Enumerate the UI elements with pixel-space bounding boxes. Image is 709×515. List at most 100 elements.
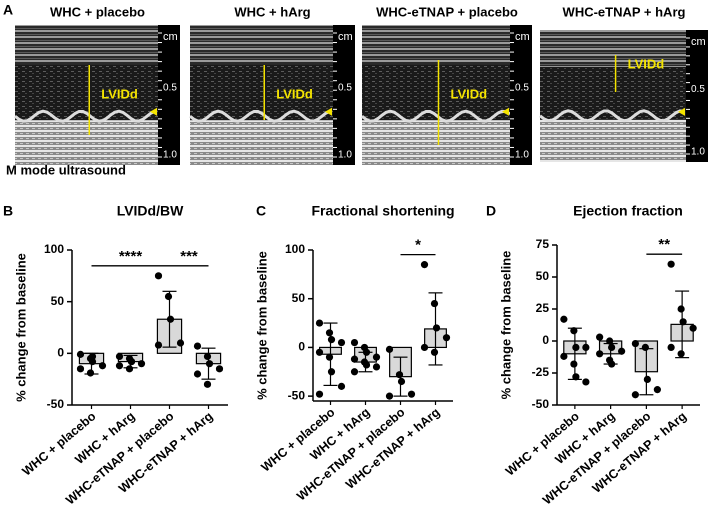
- scale-strip: [158, 25, 180, 165]
- data-point: [372, 353, 381, 361]
- data-point: [582, 378, 590, 386]
- data-point: [572, 343, 580, 351]
- panel-label: C: [256, 203, 266, 219]
- y-axis-label: % change from baseline: [13, 253, 28, 402]
- chart-title: Fractional shortening: [311, 203, 454, 219]
- data-point: [154, 341, 163, 349]
- scale-label: 1.0: [163, 150, 177, 161]
- y-tick-label: 50: [536, 269, 550, 283]
- scale-strip: [333, 25, 355, 165]
- data-point: [362, 361, 371, 369]
- marker: [678, 107, 685, 116]
- measure-label: LVIDd: [451, 86, 488, 101]
- scale-unit: cm: [515, 31, 530, 43]
- sig-label: ***: [180, 248, 198, 265]
- image-top: [540, 30, 686, 67]
- data-point: [679, 318, 687, 326]
- data-point: [560, 352, 568, 360]
- data-point: [315, 348, 324, 356]
- sig-label: ****: [119, 248, 143, 265]
- marker: [150, 107, 157, 116]
- data-point: [407, 390, 416, 398]
- data-point: [608, 343, 616, 351]
- data-point: [631, 339, 639, 348]
- data-point: [560, 315, 568, 323]
- data-point: [325, 329, 334, 337]
- data-point: [372, 363, 381, 371]
- image-title: WHC + hArg: [234, 4, 310, 19]
- data-point: [667, 260, 675, 268]
- scale-label: 0.5: [515, 83, 529, 94]
- data-point: [442, 334, 451, 342]
- data-point: [88, 352, 97, 361]
- data-point: [164, 292, 173, 301]
- y-axis-label: % change from baseline: [498, 251, 513, 400]
- data-point: [430, 299, 439, 308]
- y-tick-label: 50: [51, 294, 65, 308]
- y-tick-label: -25: [532, 365, 550, 379]
- data-point: [98, 362, 107, 370]
- chart-title: LVIDd/BW: [117, 203, 184, 219]
- y-tick-label: -50: [532, 397, 550, 411]
- y-tick-label: 100: [285, 242, 305, 256]
- data-point: [395, 371, 404, 379]
- data-point: [205, 360, 214, 368]
- data-point: [350, 338, 359, 347]
- image-top: [362, 25, 510, 65]
- scale-label: 0.5: [338, 83, 352, 94]
- panel-label: B: [3, 203, 13, 219]
- scale-unit: cm: [163, 31, 178, 43]
- sig-label: **: [658, 236, 670, 253]
- data-point: [154, 272, 163, 280]
- data-point: [88, 358, 97, 366]
- data-point: [337, 338, 346, 347]
- data-point: [325, 353, 334, 361]
- image-bottom: [540, 119, 686, 162]
- data-point: [420, 261, 429, 269]
- data-point: [76, 350, 85, 358]
- scale-strip: [686, 30, 708, 162]
- image-top: [15, 25, 158, 65]
- data-point: [115, 352, 124, 361]
- scale-strip: [510, 25, 532, 165]
- sig-label: *: [415, 237, 421, 254]
- panel-label: A: [3, 2, 13, 18]
- image-wave: [14, 109, 156, 123]
- y-tick-label: 75: [536, 237, 550, 251]
- y-tick-label: 50: [292, 291, 306, 305]
- y-tick-label: 0: [298, 340, 305, 354]
- image-wave: [539, 109, 685, 123]
- data-point: [315, 319, 324, 327]
- data-point: [397, 377, 406, 386]
- y-tick-label: 25: [536, 301, 550, 315]
- data-point: [385, 345, 394, 353]
- data-point: [350, 355, 359, 363]
- data-point: [667, 343, 675, 351]
- data-point: [631, 391, 639, 399]
- data-point: [596, 350, 604, 358]
- data-point: [203, 380, 212, 388]
- image-title: WHC + placebo: [50, 4, 145, 19]
- data-point: [643, 375, 651, 383]
- image-bottom: [362, 120, 510, 165]
- data-point: [125, 365, 134, 373]
- data-point: [420, 343, 429, 352]
- data-point: [327, 368, 336, 376]
- data-point: [570, 360, 578, 368]
- caption: M mode ultrasound: [6, 162, 126, 177]
- data-point: [315, 390, 324, 398]
- data-point: [337, 382, 346, 390]
- data-point: [350, 368, 359, 376]
- scale-label: 1.0: [691, 147, 705, 158]
- data-point: [166, 315, 175, 323]
- scale-unit: cm: [338, 31, 353, 43]
- data-point: [115, 362, 124, 370]
- image-wave: [361, 109, 511, 123]
- data-point: [76, 365, 85, 373]
- y-tick-label: 0: [542, 333, 549, 347]
- data-point: [430, 348, 439, 356]
- data-point: [327, 336, 336, 344]
- image-bottom: [190, 120, 333, 165]
- data-point: [137, 360, 146, 368]
